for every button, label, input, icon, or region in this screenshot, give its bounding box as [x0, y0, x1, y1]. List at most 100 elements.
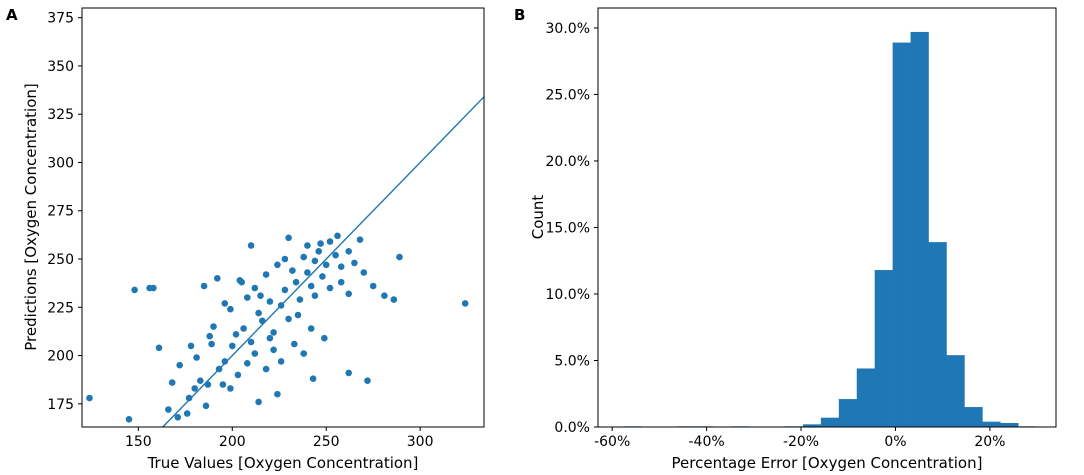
data-point — [300, 253, 308, 261]
histogram-bars — [623, 31, 1037, 427]
histogram-bar — [982, 421, 1001, 427]
y-axis-label: Predictions [Oxygen Concentration] — [22, 83, 40, 351]
data-point — [200, 282, 208, 290]
data-point — [232, 331, 240, 338]
y-tick-label: 15.0% — [546, 220, 590, 236]
data-point — [326, 238, 334, 245]
data-point — [307, 325, 315, 332]
data-point — [289, 267, 296, 274]
y-axis-label: Count — [529, 195, 547, 240]
data-point — [285, 234, 292, 242]
data-point — [221, 300, 229, 307]
data-point — [187, 342, 195, 350]
axis-ticks: -60% -40% -20% 0% 20% 0.0% 5.0% 10.0% 15.0% 20.0%… — [546, 21, 1006, 450]
y-tick-label: 10.0% — [546, 287, 590, 303]
data-point — [337, 263, 345, 271]
y-tick-label: 0.0% — [554, 420, 590, 436]
histogram-bar — [946, 355, 965, 427]
data-point — [277, 358, 285, 365]
histogram-bar — [856, 368, 875, 427]
y-tick-label: 300 — [47, 155, 74, 171]
data-point — [255, 309, 262, 317]
data-point — [351, 259, 358, 267]
data-point — [292, 278, 300, 286]
data-point — [304, 242, 311, 249]
axis-ticks: 150 200 250 300 175 200 225 250 275 300 325 350 375 — [47, 11, 433, 450]
data-point — [206, 332, 213, 340]
data-point — [262, 365, 270, 373]
data-point — [270, 329, 277, 336]
data-point — [334, 232, 341, 240]
data-point — [185, 394, 193, 402]
data-point — [345, 369, 353, 377]
y-tick-label: 175 — [47, 397, 74, 413]
data-point — [326, 284, 334, 292]
data-point — [311, 292, 319, 300]
data-point — [165, 406, 172, 413]
x-tick-label: 150 — [125, 434, 152, 450]
data-point — [227, 305, 234, 313]
x-tick-label: 0% — [884, 434, 906, 450]
data-point — [197, 377, 204, 385]
data-point — [332, 251, 339, 259]
panel-label-b: B — [514, 6, 525, 24]
x-tick-label: -20% — [783, 434, 819, 450]
y-tick-label: 375 — [47, 11, 74, 27]
data-point — [247, 242, 255, 249]
data-point — [307, 282, 315, 290]
data-point — [191, 385, 198, 392]
data-point — [304, 269, 311, 276]
data-point — [274, 261, 281, 269]
data-point — [322, 261, 330, 269]
x-tick-label: 20% — [974, 434, 1005, 450]
data-point — [251, 284, 259, 292]
data-point — [309, 375, 317, 383]
x-tick-label: -60% — [594, 434, 630, 450]
y-tick-label: 5.0% — [554, 353, 590, 369]
y-tick-label: 200 — [47, 349, 74, 365]
data-point — [381, 292, 388, 300]
data-point — [364, 377, 371, 385]
data-point — [360, 269, 368, 276]
data-point — [285, 315, 292, 323]
data-point — [396, 253, 403, 261]
data-point — [337, 278, 345, 286]
histogram-bar — [802, 424, 822, 427]
y-tick-label: 25.0% — [546, 87, 590, 103]
histogram-bar — [820, 417, 840, 427]
plot-frame — [597, 7, 1057, 428]
histogram-bar — [928, 242, 947, 427]
data-point — [311, 257, 319, 265]
y-tick-label: 20.0% — [546, 154, 590, 170]
histogram-chart: -60% -40% -20% 0% 20% 0.0% 5.0% 10.0% 15.0% 20.0%… — [529, 7, 1057, 472]
histogram-bar — [892, 42, 911, 427]
x-tick-label: 300 — [407, 434, 434, 450]
data-point — [86, 394, 93, 402]
data-point — [150, 284, 157, 292]
data-point — [229, 342, 236, 350]
data-point — [219, 381, 227, 388]
x-tick-label: -40% — [689, 434, 725, 450]
data-point — [238, 278, 245, 286]
x-axis-label: True Values [Oxygen Concentration] — [147, 454, 419, 472]
data-point — [240, 325, 247, 332]
histogram-bar — [964, 407, 983, 427]
data-point — [266, 298, 274, 305]
data-point — [208, 340, 215, 348]
data-point — [281, 255, 289, 263]
data-point — [296, 296, 304, 303]
data-point — [210, 323, 217, 330]
data-point — [345, 290, 353, 298]
data-point — [125, 416, 133, 423]
x-axis-label: Percentage Error [Oxygen Concentration] — [672, 454, 983, 472]
data-point — [255, 398, 262, 406]
data-point — [251, 350, 259, 357]
data-point — [257, 292, 264, 300]
y-tick-label: 325 — [47, 107, 74, 123]
data-point — [214, 275, 221, 282]
data-point — [227, 385, 234, 392]
scatter-chart: 150 200 250 300175200225250275300325350375 … — [22, 7, 485, 472]
data-point — [315, 248, 323, 255]
reference-line — [162, 96, 485, 428]
